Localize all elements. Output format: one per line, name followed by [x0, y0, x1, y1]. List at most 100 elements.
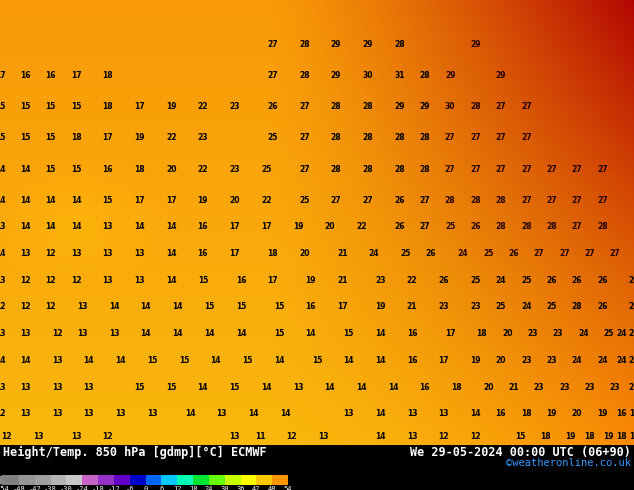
Text: 15: 15 [0, 102, 5, 111]
Text: 12: 12 [287, 432, 297, 441]
Text: 28: 28 [420, 133, 430, 143]
Text: 13: 13 [407, 409, 417, 418]
Text: 19: 19 [597, 409, 607, 418]
Text: 15: 15 [103, 196, 113, 205]
Text: 17: 17 [230, 249, 240, 258]
Text: 48: 48 [268, 486, 276, 490]
Text: ©weatheronline.co.uk: ©weatheronline.co.uk [506, 458, 631, 468]
Text: 12: 12 [20, 302, 30, 312]
Text: 19: 19 [306, 276, 316, 285]
Text: 30: 30 [445, 102, 455, 111]
Text: 14: 14 [261, 383, 271, 392]
Text: 15: 15 [344, 329, 354, 338]
Text: 15: 15 [71, 102, 81, 111]
Text: 23: 23 [547, 356, 557, 365]
Text: 27: 27 [420, 222, 430, 231]
Text: 18: 18 [134, 165, 145, 173]
Text: 16: 16 [420, 383, 430, 392]
Text: 19: 19 [375, 302, 385, 312]
Text: 29: 29 [445, 71, 455, 80]
Text: 27: 27 [268, 71, 278, 80]
Text: 14: 14 [210, 356, 221, 365]
Text: 26: 26 [394, 222, 404, 231]
Text: 18: 18 [616, 432, 626, 441]
Text: 14: 14 [20, 165, 30, 173]
Text: 19: 19 [166, 102, 176, 111]
Text: 22: 22 [198, 102, 208, 111]
Text: 27: 27 [610, 249, 620, 258]
Text: 19: 19 [198, 196, 208, 205]
Text: 30: 30 [221, 486, 229, 490]
Text: 15: 15 [236, 302, 246, 312]
Text: 13: 13 [52, 356, 62, 365]
Text: 16: 16 [198, 249, 208, 258]
Text: 21: 21 [508, 383, 519, 392]
Text: 28: 28 [470, 102, 481, 111]
Text: 13: 13 [77, 302, 87, 312]
Text: 13: 13 [77, 329, 87, 338]
Bar [272, 475, 288, 485]
Text: 17: 17 [268, 276, 278, 285]
Text: 25: 25 [483, 249, 493, 258]
Text: 6: 6 [159, 486, 164, 490]
Text: 23: 23 [230, 102, 240, 111]
Text: 25: 25 [299, 196, 309, 205]
Text: 13: 13 [103, 222, 113, 231]
Text: 13: 13 [0, 383, 5, 392]
Text: 23: 23 [559, 383, 569, 392]
Bar [224, 475, 240, 485]
Text: 14: 14 [274, 356, 284, 365]
Bar [67, 475, 82, 485]
Text: 22: 22 [407, 276, 417, 285]
Text: 13: 13 [52, 409, 62, 418]
Text: 28: 28 [572, 302, 582, 312]
Text: 28: 28 [394, 133, 404, 143]
Text: 19: 19 [470, 356, 481, 365]
Text: 15: 15 [134, 383, 145, 392]
Bar [19, 475, 35, 485]
Text: 27: 27 [299, 133, 309, 143]
Text: 14: 14 [344, 356, 354, 365]
Text: 15: 15 [242, 356, 252, 365]
Text: 15: 15 [515, 432, 525, 441]
Text: 15: 15 [198, 276, 208, 285]
Text: 16: 16 [20, 71, 30, 80]
Text: -54: -54 [0, 486, 10, 490]
Text: 26: 26 [268, 102, 278, 111]
Bar [177, 475, 193, 485]
Text: 23: 23 [439, 302, 449, 312]
Text: 13: 13 [0, 329, 5, 338]
Text: 20: 20 [483, 383, 493, 392]
Text: 14: 14 [0, 249, 5, 258]
Text: 27: 27 [572, 165, 582, 173]
Text: 13: 13 [407, 432, 417, 441]
Text: 27: 27 [572, 222, 582, 231]
Text: 14: 14 [141, 329, 151, 338]
Text: 27: 27 [547, 165, 557, 173]
Text: Height/Temp. 850 hPa [gdmp][°C] ECMWF: Height/Temp. 850 hPa [gdmp][°C] ECMWF [3, 446, 267, 459]
Bar [35, 475, 51, 485]
Text: 14: 14 [84, 356, 94, 365]
Text: 23: 23 [585, 383, 595, 392]
Text: 12: 12 [0, 302, 5, 312]
Text: 17: 17 [134, 196, 145, 205]
Text: 27: 27 [420, 196, 430, 205]
Text: 29: 29 [331, 71, 341, 80]
Text: 22: 22 [198, 165, 208, 173]
Text: 16: 16 [46, 71, 56, 80]
Text: 26: 26 [470, 222, 481, 231]
Text: 29: 29 [363, 40, 373, 49]
Text: 17: 17 [629, 409, 634, 418]
Text: 25: 25 [268, 133, 278, 143]
Text: 20: 20 [496, 356, 506, 365]
Text: 14: 14 [325, 383, 335, 392]
Text: 20: 20 [325, 222, 335, 231]
Text: 13: 13 [20, 383, 30, 392]
Text: 15: 15 [20, 102, 30, 111]
Text: 13: 13 [217, 409, 227, 418]
Text: 14: 14 [375, 329, 385, 338]
Polygon shape [0, 475, 3, 485]
Text: -12: -12 [107, 486, 120, 490]
Text: 27: 27 [597, 196, 607, 205]
Text: 14: 14 [20, 196, 30, 205]
